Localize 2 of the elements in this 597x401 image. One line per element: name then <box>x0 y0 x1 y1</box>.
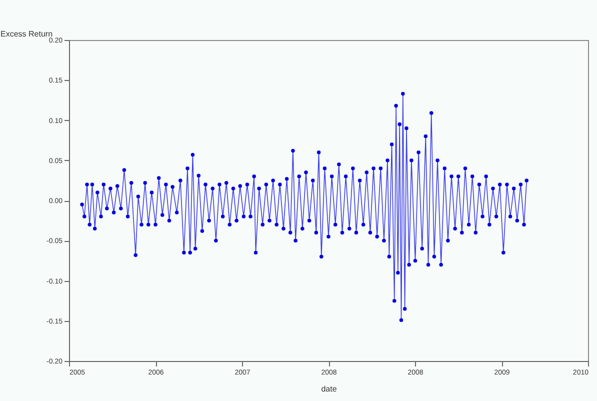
x-axis-title: date <box>321 384 338 394</box>
y-axis-title: Excess Return <box>0 30 53 38</box>
